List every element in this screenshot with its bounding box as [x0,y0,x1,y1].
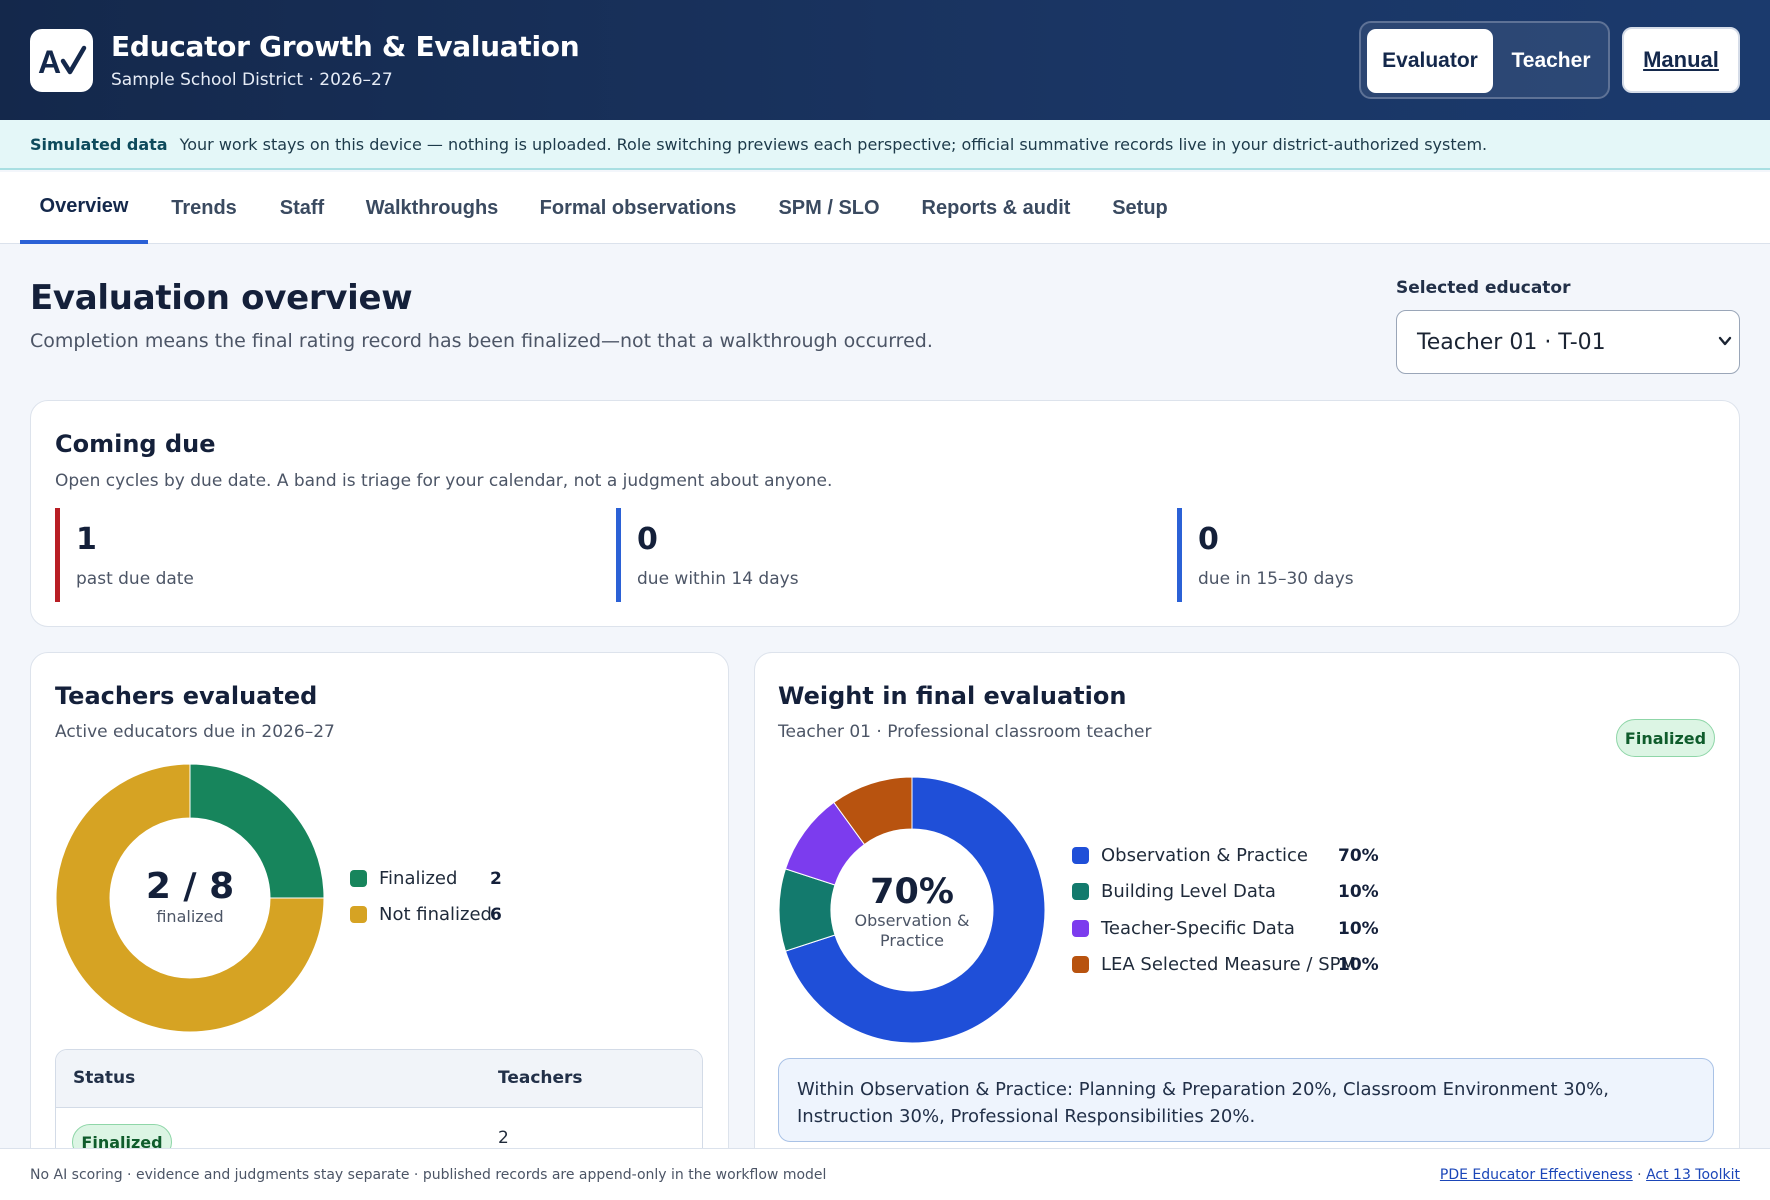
tab-spm-slo[interactable]: SPM / SLO [778,196,880,219]
footer: No AI scoring · evidence and judgments s… [0,1148,1770,1200]
weight-center-value: 70% [870,872,954,912]
legend-building-level: Building Level Data [1072,881,1276,902]
due-14-label: due within 14 days [637,569,799,589]
app-title: Educator Growth & Evaluation [111,30,580,63]
legend-value-not-finalized: 6 [490,905,502,925]
due-15-30-label: due in 15–30 days [1198,569,1354,589]
weight-slice-lea-selected-measure-spm [833,776,913,846]
teachers-evaluated-donut [55,763,325,1033]
due-15-30-count: 0 [1198,522,1219,557]
due-15-30-days: 0 due in 15–30 days [1177,508,1354,602]
footer-separator: · [1632,1167,1647,1183]
tab-walkthroughs[interactable]: Walkthroughs [365,196,499,219]
weight-subtitle: Teacher 01 · Professional classroom teac… [778,722,1152,742]
selected-educator-value: Teacher 01 · T-01 [1417,329,1606,355]
teachers-evaluated-center-value: 2 / 8 [145,866,235,907]
page-description: Completion means the final rating record… [30,330,933,352]
legend-label-observation-practice: Observation & Practice [1101,845,1308,866]
simulated-data-banner: Simulated data Your work stays on this d… [0,120,1770,170]
due-14-count: 0 [637,522,658,557]
teachers-evaluated-center-label: finalized [156,907,224,926]
tab-reports-audit[interactable]: Reports & audit [921,196,1071,219]
act13-link[interactable]: Act 13 Toolkit [1646,1167,1740,1183]
teachers-evaluated-title: Teachers evaluated [55,682,318,710]
legend-not-finalized: Not finalized [350,904,492,925]
legend-value-finalized: 2 [490,869,502,889]
legend-label-building-level: Building Level Data [1101,881,1276,902]
tab-trends[interactable]: Trends [171,196,237,219]
weight-center-label-2: Practice [880,931,944,950]
legend-observation-practice: Observation & Practice [1072,845,1308,866]
manual-button[interactable]: Manual [1622,27,1740,93]
legend-swatch-finalized [350,870,367,887]
legend-label-not-finalized: Not finalized [379,904,492,925]
selected-educator-label: Selected educator [1396,278,1571,298]
due-14-days: 0 due within 14 days [616,508,799,602]
coming-due-subtitle: Open cycles by due date. A band is triag… [55,471,833,491]
pde-link[interactable]: PDE Educator Effectiveness [1439,1167,1633,1183]
page-title: Evaluation overview [30,278,413,318]
tab-formal-observations[interactable]: Formal observations [539,196,737,219]
due-past-count: 1 [76,522,97,557]
legend-label-lea-selected: LEA Selected Measure / SPM [1101,954,1357,975]
role-toggle: Evaluator Teacher [1359,21,1610,99]
app-subtitle: Sample School District · 2026–27 [111,70,393,90]
weight-donut [778,776,1046,1044]
app-header: A Educator Growth & Evaluation Sample Sc… [0,0,1770,120]
tab-staff[interactable]: Staff [279,196,325,219]
coming-due-card [30,400,1740,627]
weight-title: Weight in final evaluation [778,682,1127,710]
legend-value-observation-practice: 70% [1338,846,1379,866]
due-past-label: past due date [76,569,194,589]
table-header-teachers: Teachers [498,1068,583,1088]
table-cell-teachers: 2 [498,1128,509,1148]
table-header-status: Status [73,1068,136,1088]
table-header: Status Teachers [56,1050,702,1108]
coming-due-title: Coming due [55,430,216,458]
banner-text: Your work stays on this device — nothing… [179,134,1488,154]
legend-value-teacher-specific: 10% [1338,919,1379,939]
teachers-evaluated-slice-not-finalized [55,763,325,1033]
legend-swatch-not-finalized [350,906,367,923]
teachers-evaluated-subtitle: Active educators due in 2026–27 [55,722,335,742]
observation-practice-note: Within Observation & Practice: Planning … [778,1058,1714,1142]
legend-swatch-building-level [1072,883,1089,900]
legend-value-building-level: 10% [1338,882,1379,902]
legend-swatch-teacher-specific [1072,920,1089,937]
teachers-evaluated-slice-finalized [189,763,325,899]
banner-title: Simulated data [30,134,168,154]
legend-lea-selected: LEA Selected Measure / SPM [1072,954,1356,975]
legend-finalized: Finalized [350,868,457,889]
tab-setup[interactable]: Setup [1112,196,1168,219]
role-teacher-button[interactable]: Teacher [1511,49,1591,72]
legend-value-lea-selected: 10% [1338,955,1379,975]
main-tabs: Overview Trends Staff Walkthroughs Forma… [0,172,1770,244]
tab-overview[interactable]: Overview [20,172,148,244]
selected-educator-select[interactable]: Teacher 01 · T-01 [1396,310,1740,374]
legend-label-finalized: Finalized [379,868,458,889]
legend-swatch-observation-practice [1072,847,1089,864]
legend-label-teacher-specific: Teacher-Specific Data [1101,918,1295,939]
legend-teacher-specific: Teacher-Specific Data [1072,918,1295,939]
role-evaluator-button[interactable]: Evaluator [1367,29,1493,93]
svg-text:A: A [38,44,61,79]
footer-links: PDE Educator Effectiveness · Act 13 Tool… [1440,1167,1740,1183]
weight-slice-observation-practice [784,776,1046,1044]
finalized-badge: Finalized [1616,719,1715,757]
footer-text: No AI scoring · evidence and judgments s… [30,1167,827,1183]
weight-center-label-1: Observation & [854,911,970,930]
app-logo: A [30,29,93,92]
due-past: 1 past due date [55,508,194,602]
chevron-down-icon [1718,336,1732,346]
legend-swatch-lea-selected [1072,956,1089,973]
checkmark-logo-icon: A [38,44,86,79]
